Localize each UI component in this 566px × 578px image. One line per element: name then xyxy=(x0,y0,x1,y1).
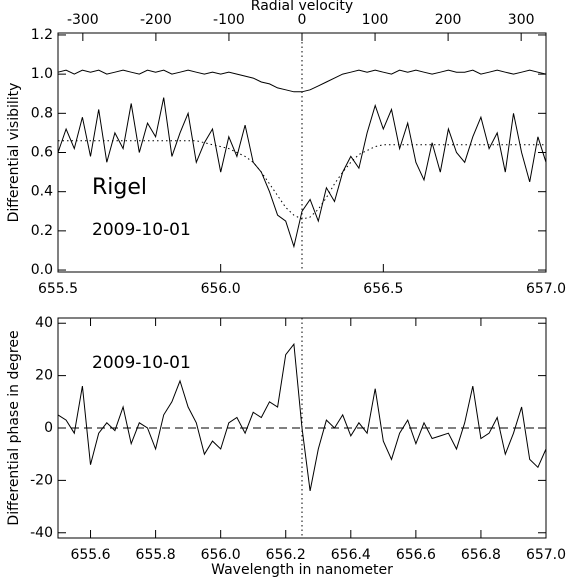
y-tick-label: 0.4 xyxy=(31,184,53,200)
x-tick-label: 656.4 xyxy=(331,547,371,563)
x2-tick-label: -100 xyxy=(213,12,245,28)
y-tick-label: 0 xyxy=(44,420,53,436)
y-tick-label: 0.2 xyxy=(31,223,53,239)
x-tick-label: 656.0 xyxy=(201,281,241,297)
y-tick-label: -40 xyxy=(30,525,53,541)
data-line xyxy=(58,140,546,220)
x-tick-label: 657.0 xyxy=(526,281,566,297)
x-tick-label: 656.2 xyxy=(266,547,306,563)
annotation: Rigel xyxy=(92,175,147,200)
y-tick-label: 20 xyxy=(35,368,53,384)
y-tick-label: 0.8 xyxy=(31,105,53,121)
x-tick-label: 656.6 xyxy=(396,547,436,563)
data-line xyxy=(57,69,547,93)
y-tick-label: -20 xyxy=(30,472,53,488)
x-tick-label: 655.6 xyxy=(70,547,110,563)
y-tick-label: 0.0 xyxy=(31,262,53,278)
x-tick-label: 655.5 xyxy=(38,281,78,297)
data-line xyxy=(57,97,547,249)
y-axis-label: Differential phase in degree xyxy=(6,330,22,525)
x2-tick-label: 200 xyxy=(435,12,462,28)
x2-tick-label: -300 xyxy=(67,12,99,28)
y-tick-label: 1.0 xyxy=(31,66,53,82)
x-tick-label: 656.0 xyxy=(201,547,241,563)
x-tick-label: 655.8 xyxy=(136,547,176,563)
data-line xyxy=(57,342,547,491)
x2-axis-label: Radial velocity xyxy=(251,0,353,14)
y-tick-label: 0.6 xyxy=(31,145,53,161)
annotation: 2009-10-01 xyxy=(92,353,191,373)
x-tick-label: 657.0 xyxy=(526,547,566,563)
x2-tick-label: 100 xyxy=(362,12,389,28)
x2-tick-label: 0 xyxy=(298,12,307,28)
y-axis-label: Differential visibility xyxy=(6,83,22,223)
x2-tick-label: 300 xyxy=(508,12,535,28)
x-tick-label: 656.8 xyxy=(461,547,501,563)
annotation: 2009-10-01 xyxy=(92,220,191,240)
x2-tick-label: -200 xyxy=(140,12,172,28)
x-axis-label: Wavelength in nanometer xyxy=(211,562,393,578)
y-tick-label: 40 xyxy=(35,315,53,331)
y-tick-label: 1.2 xyxy=(31,27,53,43)
x-tick-label: 656.5 xyxy=(363,281,403,297)
